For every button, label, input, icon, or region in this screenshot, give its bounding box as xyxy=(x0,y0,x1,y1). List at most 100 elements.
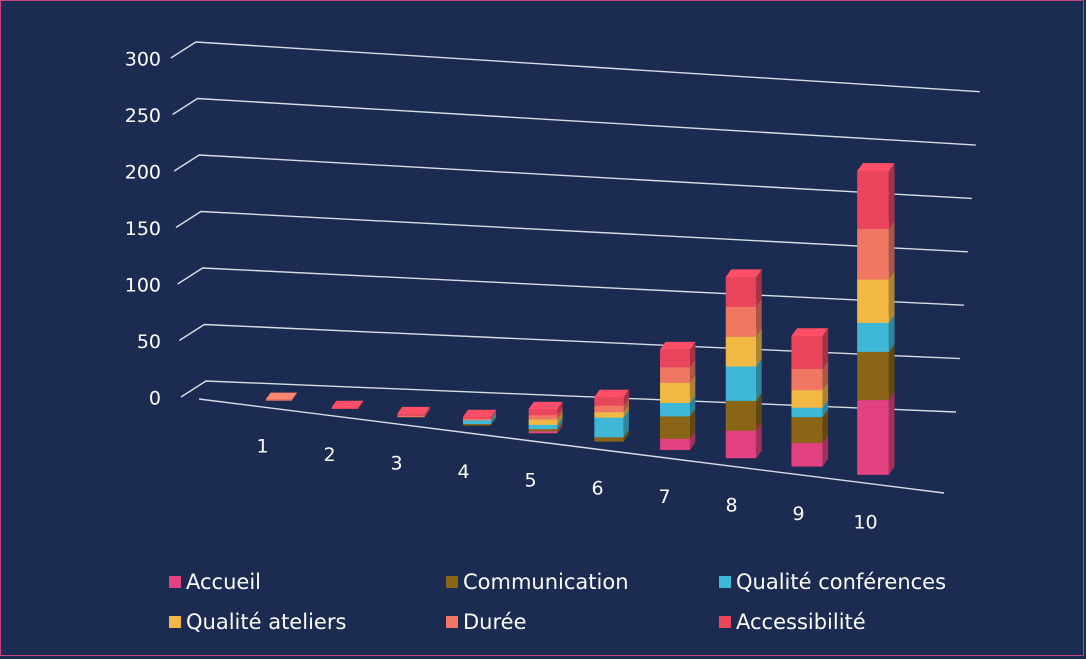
bar-side xyxy=(888,163,895,229)
bar-segment-5-1 xyxy=(528,429,558,432)
bar-side xyxy=(822,382,829,408)
bar-segment-8-3 xyxy=(725,336,757,367)
bar-side xyxy=(623,398,629,413)
bar-segment-7-2 xyxy=(660,403,690,417)
bar-top xyxy=(857,163,895,172)
bar-side xyxy=(888,271,895,323)
bar-side xyxy=(689,395,696,417)
bar-side xyxy=(491,411,497,420)
bar-top xyxy=(528,401,563,409)
gridlines xyxy=(170,41,980,494)
gridline-300 xyxy=(170,41,980,93)
bar-side xyxy=(689,341,696,368)
legend-item: Durée xyxy=(446,609,719,635)
legend-item: Communication xyxy=(446,569,719,595)
gridline-0 xyxy=(180,380,957,413)
x-tick-label: 3 xyxy=(390,453,402,475)
bar-side xyxy=(424,408,430,417)
bar-segment-6-1 xyxy=(594,437,624,442)
legend-item: Qualité conférences xyxy=(719,569,1019,595)
bar-top xyxy=(791,328,829,336)
legend-label: Accessibilité xyxy=(736,610,866,634)
x-axis-tick-labels: 1 2 3 4 5 6 7 8 9 10 xyxy=(256,436,877,534)
bar-segment-9-5 xyxy=(791,335,823,369)
bar-segment-6-5 xyxy=(594,397,624,406)
bar-top xyxy=(660,341,696,350)
bar-segment-10-0 xyxy=(857,400,889,475)
bar-side xyxy=(689,408,696,439)
bar-top xyxy=(265,392,297,400)
bar-segment-8-5 xyxy=(725,277,757,307)
bar-side xyxy=(822,435,829,467)
floor-front-edge xyxy=(198,398,945,494)
x-tick-label: 6 xyxy=(591,478,603,500)
bar-stack-7 xyxy=(660,341,696,450)
bar-segment-9-0 xyxy=(791,443,823,467)
bar-side xyxy=(689,431,696,450)
gridline-250 xyxy=(172,97,976,146)
bar-segment-7-0 xyxy=(660,438,690,450)
bar-stack-6 xyxy=(594,389,629,442)
bar-side xyxy=(292,392,297,401)
bar-side xyxy=(689,359,696,383)
bar-segment-7-3 xyxy=(660,382,690,404)
bar-side xyxy=(822,399,829,418)
bar-stack-3 xyxy=(397,406,430,418)
bar-side xyxy=(689,375,696,404)
bar-top xyxy=(725,269,762,278)
bar-segment-9-3 xyxy=(791,390,823,408)
gridline-200 xyxy=(173,154,972,200)
x-tick-label: 8 xyxy=(725,495,737,517)
x-tick-label: 4 xyxy=(457,461,469,483)
bar-side xyxy=(888,343,895,401)
x-tick-label: 9 xyxy=(792,503,804,525)
legend-label: Accueil xyxy=(186,570,261,594)
legend-swatch xyxy=(169,576,181,588)
bar-segment-8-0 xyxy=(725,430,757,459)
bar-side xyxy=(756,329,762,367)
bar-side xyxy=(756,358,762,401)
bar-side xyxy=(623,429,629,442)
bar-side xyxy=(822,409,829,444)
legend-swatch xyxy=(446,576,458,588)
bar-side xyxy=(623,404,629,418)
bar-side xyxy=(888,392,895,475)
legend-label: Communication xyxy=(463,570,629,594)
x-tick-label: 1 xyxy=(256,436,268,458)
bar-segment-6-2 xyxy=(594,417,624,438)
y-tick-label: 250 xyxy=(125,105,161,127)
gridline-100 xyxy=(177,267,964,306)
legend-swatch xyxy=(446,616,458,628)
bar-segment-4-2 xyxy=(462,419,492,425)
x-tick-label: 7 xyxy=(658,486,670,508)
bar-segment-10-4 xyxy=(857,228,889,280)
bar-side xyxy=(491,412,497,425)
bar-segment-8-4 xyxy=(725,306,757,337)
legend-label: Qualité conférences xyxy=(736,570,947,594)
bar-segment-10-3 xyxy=(857,279,889,323)
bar-segment-4-4 xyxy=(462,418,492,421)
bar-segment-7-1 xyxy=(660,416,690,439)
y-tick-label: 100 xyxy=(125,275,161,297)
bar-top xyxy=(594,389,629,398)
bar-side xyxy=(888,220,895,280)
bar-segment-7-4 xyxy=(660,367,690,383)
legend: Accueil Communication Qualité conférences Q… xyxy=(169,569,1029,635)
legend-item: Accueil xyxy=(169,569,446,595)
bar-side xyxy=(557,401,563,416)
gridline-150 xyxy=(175,210,968,253)
bar-segment-3-5 xyxy=(397,413,425,416)
legend-label: Durée xyxy=(463,610,527,634)
bar-segment-4-1 xyxy=(462,424,492,426)
y-tick-label: 0 xyxy=(149,388,161,410)
bar-side xyxy=(756,299,762,337)
bar-segment-1-4 xyxy=(265,399,293,401)
bar-segment-8-1 xyxy=(725,400,757,431)
y-tick-label: 150 xyxy=(125,218,161,240)
bar-stack-10 xyxy=(857,163,895,475)
bar-side xyxy=(623,389,629,406)
bar-segment-5-5 xyxy=(528,408,558,416)
bar-side xyxy=(822,328,829,369)
bar-side xyxy=(424,406,430,416)
